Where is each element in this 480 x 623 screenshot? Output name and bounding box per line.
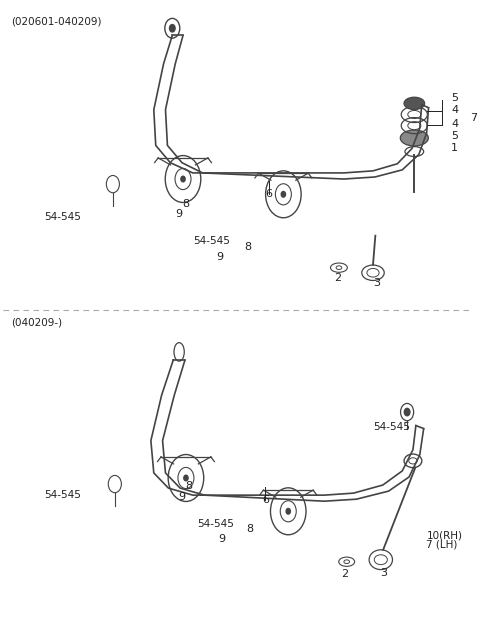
Text: 2: 2 <box>334 273 341 283</box>
Text: 1: 1 <box>451 143 458 153</box>
Text: 6: 6 <box>262 495 269 505</box>
Text: 9: 9 <box>216 252 223 262</box>
Text: 3: 3 <box>380 568 387 578</box>
Ellipse shape <box>404 97 425 110</box>
Text: 6: 6 <box>265 189 273 199</box>
Text: 4: 4 <box>451 105 458 115</box>
Text: 54-545: 54-545 <box>373 422 410 432</box>
Text: 2: 2 <box>341 569 348 579</box>
Circle shape <box>281 191 286 197</box>
Circle shape <box>404 408 410 416</box>
Text: 5: 5 <box>451 93 458 103</box>
Text: (040209-): (040209-) <box>11 318 62 328</box>
Text: 54-545: 54-545 <box>193 236 229 246</box>
Circle shape <box>181 176 185 182</box>
Text: 4: 4 <box>451 119 458 129</box>
Text: 8: 8 <box>244 242 252 252</box>
Text: 10(RH): 10(RH) <box>426 530 462 540</box>
Text: 7 (LH): 7 (LH) <box>426 540 458 549</box>
Text: 9: 9 <box>176 209 183 219</box>
Text: 3: 3 <box>373 278 380 288</box>
Circle shape <box>169 24 175 32</box>
Text: 54-545: 54-545 <box>198 520 235 530</box>
Text: 9: 9 <box>219 534 226 544</box>
Text: 7: 7 <box>470 113 477 123</box>
Circle shape <box>184 475 188 481</box>
Text: 9: 9 <box>179 492 186 502</box>
Ellipse shape <box>400 130 428 146</box>
Text: 5: 5 <box>451 131 458 141</box>
Circle shape <box>286 508 290 514</box>
Text: 8: 8 <box>182 199 190 209</box>
Text: 54-545: 54-545 <box>44 490 81 500</box>
Text: 54-545: 54-545 <box>44 212 81 222</box>
Text: 8: 8 <box>186 481 192 491</box>
Text: (020601-040209): (020601-040209) <box>11 16 102 26</box>
Text: 8: 8 <box>247 524 254 535</box>
